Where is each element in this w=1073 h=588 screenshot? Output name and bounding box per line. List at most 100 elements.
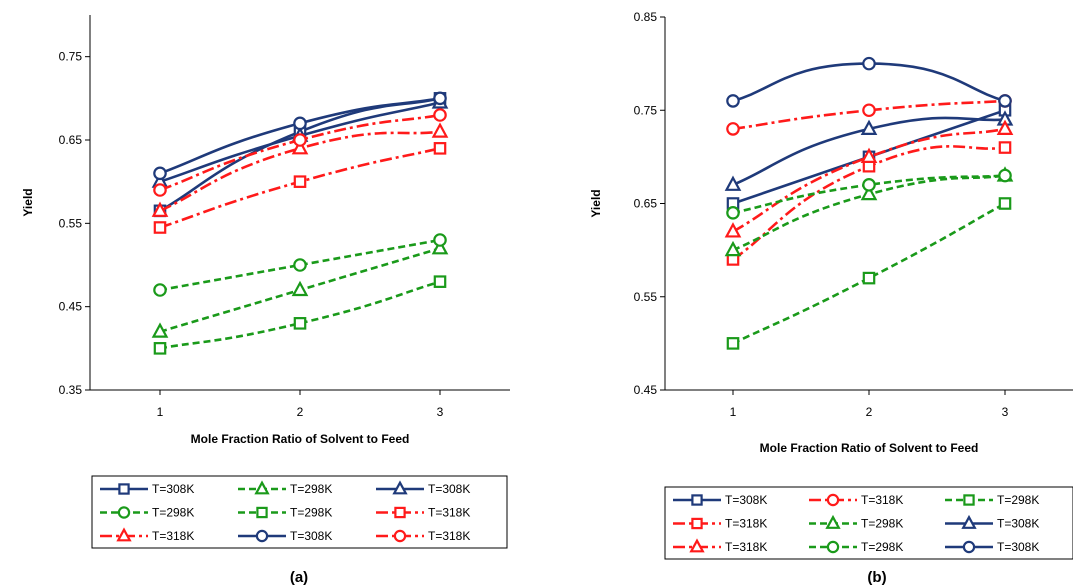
data-point-triangle	[291, 280, 309, 297]
data-point-circle	[998, 94, 1012, 108]
legend-label: T=318K	[152, 529, 194, 543]
chart-b-legend: T=308K T=318K T=298K T=318K T=298K T=308K T=31…	[664, 486, 1073, 560]
legend-marker-triangle	[116, 527, 132, 542]
data-point-square	[433, 275, 447, 288]
legend-marker-triangle	[254, 480, 270, 495]
series-red-circle	[153, 108, 447, 197]
legend-marker-square	[963, 494, 975, 506]
y-tick-label: 0.55	[634, 290, 658, 304]
legend-marker-circle	[826, 493, 840, 507]
series-red-square	[153, 142, 447, 234]
y-tick-label: 0.75	[59, 50, 83, 64]
legend-item: T=308K	[945, 540, 1039, 554]
legend-label: T=308K	[997, 517, 1039, 531]
data-point-square	[433, 142, 447, 155]
data-point-triangle	[860, 147, 878, 163]
legend-item: T=308K	[376, 480, 470, 496]
series-blue-triangle	[724, 110, 1014, 191]
legend-item: T=298K	[945, 493, 1039, 507]
legend-marker-triangle	[961, 514, 977, 529]
legend-box	[664, 486, 1073, 560]
data-point-circle	[153, 283, 167, 297]
chart-a-legend: T=308K T=298K T=308K T=298K T=298K T=318K T=31…	[91, 475, 508, 549]
data-point-circle	[862, 56, 876, 71]
series-green-square	[153, 275, 447, 355]
legend-item: T=318K	[809, 493, 903, 507]
series-line	[159, 238, 441, 292]
data-point-square	[726, 337, 740, 350]
legend-item: T=298K	[238, 506, 332, 520]
legend-item: T=298K	[809, 514, 903, 531]
x-tick-label: 2	[866, 405, 873, 419]
legend-marker-circle	[826, 540, 840, 554]
data-point-square	[293, 317, 307, 330]
series-line	[732, 99, 1006, 131]
chart-a-xlabel: Mole Fraction Ratio of Solvent to Feed	[191, 432, 410, 446]
legend-item: T=318K	[673, 538, 767, 554]
series-line	[159, 97, 441, 212]
legend-marker-triangle	[392, 480, 408, 495]
legend-label: T=308K	[428, 482, 470, 496]
legend-label: T=318K	[725, 540, 767, 554]
data-point-triangle	[151, 322, 169, 338]
legend-label: T=298K	[861, 517, 903, 531]
legend-marker-triangle	[689, 538, 705, 553]
data-point-square	[862, 271, 876, 285]
legend-label: T=318K	[428, 529, 470, 543]
chart-a-panel-label: (a)	[290, 569, 308, 586]
legend-label: T=318K	[861, 493, 903, 507]
y-tick-label: 0.65	[59, 133, 83, 147]
data-point-triangle	[724, 240, 742, 257]
data-point-square	[998, 197, 1012, 210]
x-tick-label: 3	[437, 405, 444, 419]
legend-label: T=298K	[152, 506, 194, 520]
legend-item: T=318K	[100, 527, 194, 543]
series-blue-circle	[153, 91, 447, 181]
data-point-circle	[293, 116, 307, 131]
data-point-circle	[433, 91, 447, 106]
data-point-triangle	[860, 184, 878, 201]
x-tick-label: 2	[297, 405, 304, 419]
legend-marker-square	[118, 483, 130, 495]
data-point-triangle	[291, 139, 309, 155]
legend-label: T=298K	[290, 482, 332, 496]
chart-b-series	[724, 56, 1014, 350]
data-point-triangle	[431, 122, 449, 138]
chart-a-ylabel: Yield	[21, 188, 35, 216]
y-tick-label: 0.75	[634, 103, 658, 117]
y-tick-label: 0.35	[59, 383, 83, 397]
data-point-square	[998, 141, 1012, 154]
chart-b-xlabel: Mole Fraction Ratio of Solvent to Feed	[760, 441, 979, 455]
legend-label: T=298K	[290, 506, 332, 520]
legend-item: T=318K	[673, 517, 767, 531]
legend-item: T=298K	[809, 540, 903, 554]
data-point-triangle	[996, 119, 1014, 135]
data-point-square	[153, 221, 167, 234]
legend-marker-circle	[255, 529, 269, 543]
legend-item: T=308K	[945, 514, 1039, 531]
data-point-square	[293, 175, 307, 188]
y-tick-label: 0.65	[634, 197, 658, 211]
legend-label: T=298K	[997, 493, 1039, 507]
data-point-circle	[862, 178, 876, 192]
legend-marker-square	[256, 506, 268, 519]
y-tick-label: 0.85	[634, 10, 658, 24]
series-red-triangle	[724, 119, 1014, 238]
data-point-circle	[293, 258, 307, 272]
legend-item: T=318K	[376, 506, 470, 520]
legend-label: T=308K	[152, 482, 194, 496]
data-point-square	[153, 342, 167, 355]
legend-label: T=298K	[861, 540, 903, 554]
legend-item: T=308K	[238, 529, 332, 543]
x-tick-label: 1	[157, 405, 164, 419]
x-tick-label: 1	[730, 405, 737, 419]
x-tick-label: 3	[1002, 405, 1009, 419]
data-point-circle	[726, 206, 740, 220]
data-point-triangle	[860, 119, 878, 135]
chart-b-panel-label: (b)	[867, 569, 886, 586]
legend-marker-circle	[117, 506, 131, 519]
data-point-circle	[726, 94, 740, 108]
data-point-circle	[726, 122, 740, 136]
data-point-circle	[153, 183, 167, 197]
